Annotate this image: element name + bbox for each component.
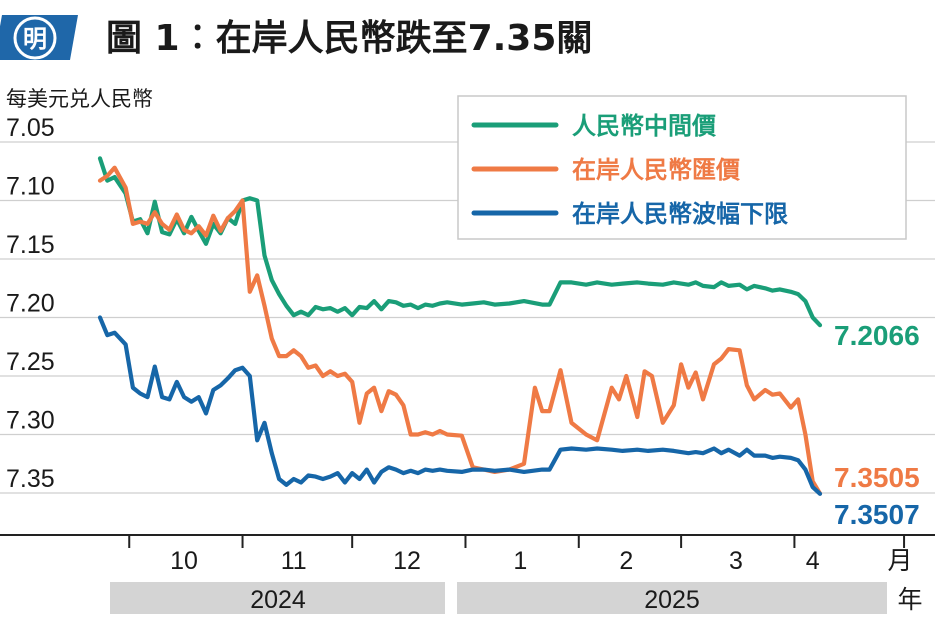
legend-label-0: 人民幣中間價: [572, 112, 717, 140]
end-labels: 7.2066 7.3505 7.3507: [834, 320, 920, 530]
y-tick-label: 7.10: [6, 173, 55, 201]
series-line-2: [97, 315, 823, 496]
x-tick-label: 10: [170, 547, 198, 575]
year-band-2024: [110, 582, 445, 614]
year-label-2024: 2024: [250, 586, 306, 614]
end-label-1: 7.3505: [834, 462, 920, 493]
legend-label-1: 在岸人民幣匯價: [572, 156, 741, 184]
y-tick-label: 7.20: [6, 290, 55, 318]
header: 明 圖 1︰在岸人民幣跌至7.35關: [0, 15, 592, 60]
year-band-2025: [457, 582, 887, 614]
logo-text: 明: [23, 24, 47, 53]
y-tick-label: 7.25: [6, 348, 55, 376]
y-tick-label: 7.15: [6, 231, 55, 259]
series-lines: [97, 156, 823, 496]
x-tick-label: 4: [806, 547, 820, 575]
x-tick-label: 2: [619, 547, 633, 575]
month-suffix: 月: [887, 546, 912, 575]
year-suffix: 年: [897, 585, 922, 614]
series-line-1: [97, 165, 823, 496]
end-label-0: 7.2066: [834, 320, 920, 351]
year-label-2025: 2025: [644, 586, 700, 614]
end-label-2: 7.3507: [834, 499, 920, 530]
legend-label-2: 在岸人民幣波幅下限: [572, 200, 788, 228]
page-title: 圖 1︰在岸人民幣跌至7.35關: [106, 18, 592, 59]
x-tick-label: 1: [513, 547, 527, 575]
y-tick-label: 7.05: [6, 114, 55, 142]
y-tick-label: 7.35: [6, 465, 55, 493]
x-tick-label: 12: [393, 547, 421, 575]
x-tick-label: 3: [729, 547, 743, 575]
logo-ring: [13, 16, 57, 60]
x-tick-label: 11: [281, 547, 307, 575]
x-ticks: 10 11 12 1 2 3 4: [128, 535, 906, 575]
y-tick-labels: 7.05 7.10 7.15 7.20 7.25 7.30 7.35: [6, 114, 55, 493]
y-unit-label: 每美元兑人民幣: [6, 87, 153, 111]
series-line-0: [97, 156, 823, 328]
y-tick-label: 7.30: [6, 407, 55, 435]
